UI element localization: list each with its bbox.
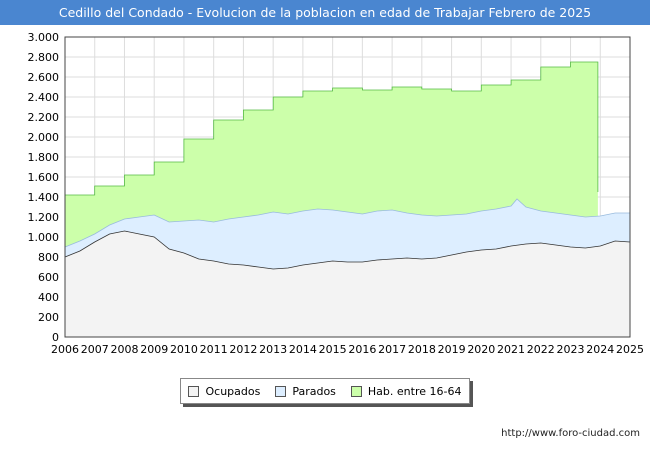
area-ocupados (65, 231, 630, 337)
x-tick-label: 2022 (527, 343, 555, 356)
y-tick-label: 1.200 (28, 211, 60, 224)
legend-item-hab: Hab. entre 16-64 (350, 384, 462, 398)
y-tick-label: 2.400 (28, 91, 60, 104)
x-tick-label: 2011 (200, 343, 228, 356)
y-tick-label: 1.800 (28, 151, 60, 164)
legend: Ocupados Parados Hab. entre 16-64 (180, 378, 470, 404)
legend-swatch-parados (275, 385, 287, 397)
y-tick-label: 2.600 (28, 71, 60, 84)
y-tick-label: 1.000 (28, 231, 60, 244)
line-hab-entre-16-64 (65, 61, 599, 196)
line-ocupados (64, 230, 631, 270)
x-tick-label: 2010 (170, 343, 198, 356)
x-tick-label: 2007 (81, 343, 109, 356)
legend-label-ocupados: Ocupados (205, 384, 261, 398)
legend-swatch-hab (350, 385, 362, 397)
x-tick-label: 2025 (616, 343, 644, 356)
y-tick-label: 1.400 (28, 191, 60, 204)
x-tick-label: 2008 (110, 343, 138, 356)
y-tick-label: 400 (38, 291, 59, 304)
y-tick-label: 1.600 (28, 171, 60, 184)
footer-url: http://www.foro-ciudad.com (501, 428, 640, 439)
x-tick-label: 2020 (467, 343, 495, 356)
plot-frame (64, 36, 631, 338)
chart-title: Cedillo del Condado - Evolucion de la po… (58, 5, 592, 20)
title-bar: Cedillo del Condado - Evolucion de la po… (0, 0, 650, 25)
legend-label-parados: Parados (292, 384, 336, 398)
legend-item-ocupados: Ocupados (188, 385, 260, 398)
y-tick-label: 600 (38, 271, 59, 284)
chart-area: 0 200 400 600 800 1.000 1.200 1.400 1.600 1.800 2.… (28, 31, 645, 356)
y-tick-label: 2.000 (28, 131, 60, 144)
y-tick-label: 3.000 (28, 31, 60, 44)
x-tick-label: 2024 (586, 343, 614, 356)
x-tick-label: 2014 (289, 343, 317, 356)
y-tick-label: 2.200 (28, 111, 60, 124)
y-tick-label: 800 (38, 251, 59, 264)
x-tick-label: 2023 (557, 343, 585, 356)
line-parados (64, 198, 630, 248)
x-tick-label: 2018 (408, 343, 436, 356)
y-tick-label: 2.800 (28, 51, 60, 64)
x-tick-label: 2015 (319, 343, 347, 356)
legend-item-parados: Parados (275, 385, 336, 398)
y-tick-label: 0 (52, 331, 59, 344)
x-tick-label: 2006 (51, 343, 79, 356)
legend-label-hab: Hab. entre 16-64 (367, 384, 462, 398)
legend-swatch-ocupados (188, 385, 200, 397)
x-tick-label: 2017 (378, 343, 406, 356)
x-tick-label: 2013 (259, 343, 287, 356)
x-tick-label: 2012 (229, 343, 257, 356)
x-tick-label: 2021 (497, 343, 525, 356)
y-tick-label: 200 (38, 311, 59, 324)
x-tick-label: 2009 (140, 343, 168, 356)
x-tick-label: 2016 (348, 343, 376, 356)
x-tick-label: 2019 (438, 343, 466, 356)
